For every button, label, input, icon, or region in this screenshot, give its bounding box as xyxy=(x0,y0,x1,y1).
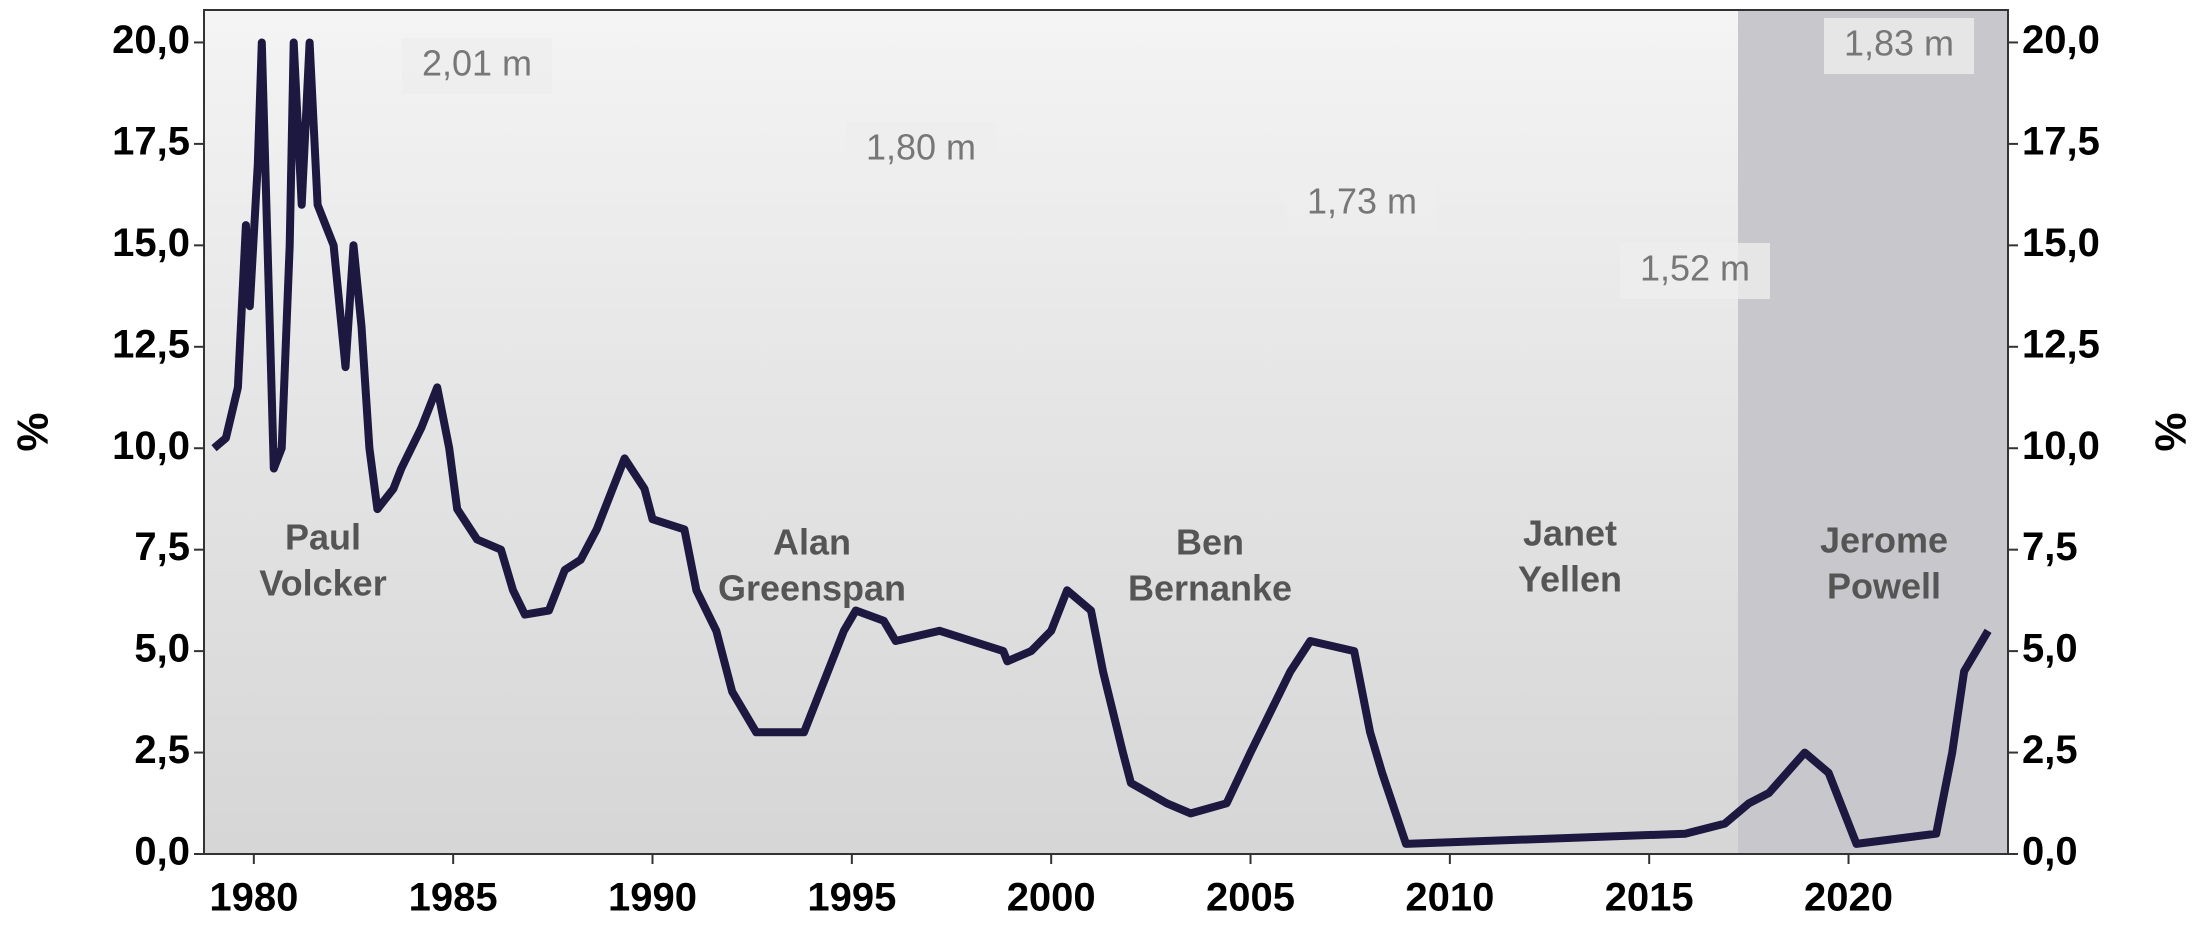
y-tick-label: 7,5 xyxy=(134,525,190,569)
y2-tick-label: 12,5 xyxy=(2022,322,2100,366)
chair-height: 2,01 m xyxy=(422,43,532,84)
y-tick-label: 12,5 xyxy=(112,322,190,366)
x-tick-label: 2020 xyxy=(1804,876,1893,920)
chair-name: Alan xyxy=(773,522,851,563)
chair-height: 1,52 m xyxy=(1640,248,1750,289)
y2-tick-label: 20,0 xyxy=(2022,18,2100,62)
y2-tick-label: 17,5 xyxy=(2022,119,2100,163)
y-axis-label: % xyxy=(9,412,58,451)
x-tick-label: 2000 xyxy=(1007,876,1096,920)
chair-name: Ben xyxy=(1176,522,1244,563)
chair-height: 1,80 m xyxy=(866,127,976,168)
height-box xyxy=(1287,176,1437,232)
y2-axis-label: % xyxy=(2147,412,2196,451)
height-box xyxy=(846,122,996,178)
chair-name: Powell xyxy=(1827,566,1941,607)
y2-tick-label: 7,5 xyxy=(2022,525,2078,569)
y2-tick-label: 0,0 xyxy=(2022,830,2078,874)
height-box xyxy=(402,38,552,94)
y2-tick-label: 2,5 xyxy=(2022,728,2078,772)
height-box xyxy=(1824,18,1974,74)
chair-name: Volcker xyxy=(259,563,386,604)
y2-tick-label: 15,0 xyxy=(2022,221,2100,265)
y-tick-label: 2,5 xyxy=(134,728,190,772)
chair-name: Janet xyxy=(1523,513,1617,554)
x-tick-label: 1980 xyxy=(209,876,298,920)
y-tick-label: 20,0 xyxy=(112,18,190,62)
chair-name: Yellen xyxy=(1518,559,1622,600)
chair-name: Bernanke xyxy=(1128,568,1292,609)
plot-background xyxy=(203,9,2009,855)
chair-name: Greenspan xyxy=(718,568,906,609)
y-tick-label: 10,0 xyxy=(112,424,190,468)
x-tick-label: 1985 xyxy=(409,876,498,920)
x-tick-label: 1990 xyxy=(608,876,697,920)
height-box xyxy=(1620,243,1770,299)
x-tick-label: 2010 xyxy=(1405,876,1494,920)
y-tick-label: 5,0 xyxy=(134,627,190,671)
photo-panel xyxy=(1738,11,2007,853)
y2-tick-label: 10,0 xyxy=(2022,424,2100,468)
chair-name: Jerome xyxy=(1820,520,1948,561)
y-tick-label: 17,5 xyxy=(112,119,190,163)
chair-name: Paul xyxy=(285,517,361,558)
y-tick-label: 0,0 xyxy=(134,830,190,874)
x-tick-label: 2015 xyxy=(1605,876,1694,920)
y2-tick-label: 5,0 xyxy=(2022,627,2078,671)
x-tick-label: 1995 xyxy=(807,876,896,920)
chair-height: 1,83 m xyxy=(1844,23,1954,64)
x-tick-label: 2005 xyxy=(1206,876,1295,920)
y-tick-label: 15,0 xyxy=(112,221,190,265)
rate-line xyxy=(211,38,1992,848)
chair-height: 1,73 m xyxy=(1307,181,1417,222)
